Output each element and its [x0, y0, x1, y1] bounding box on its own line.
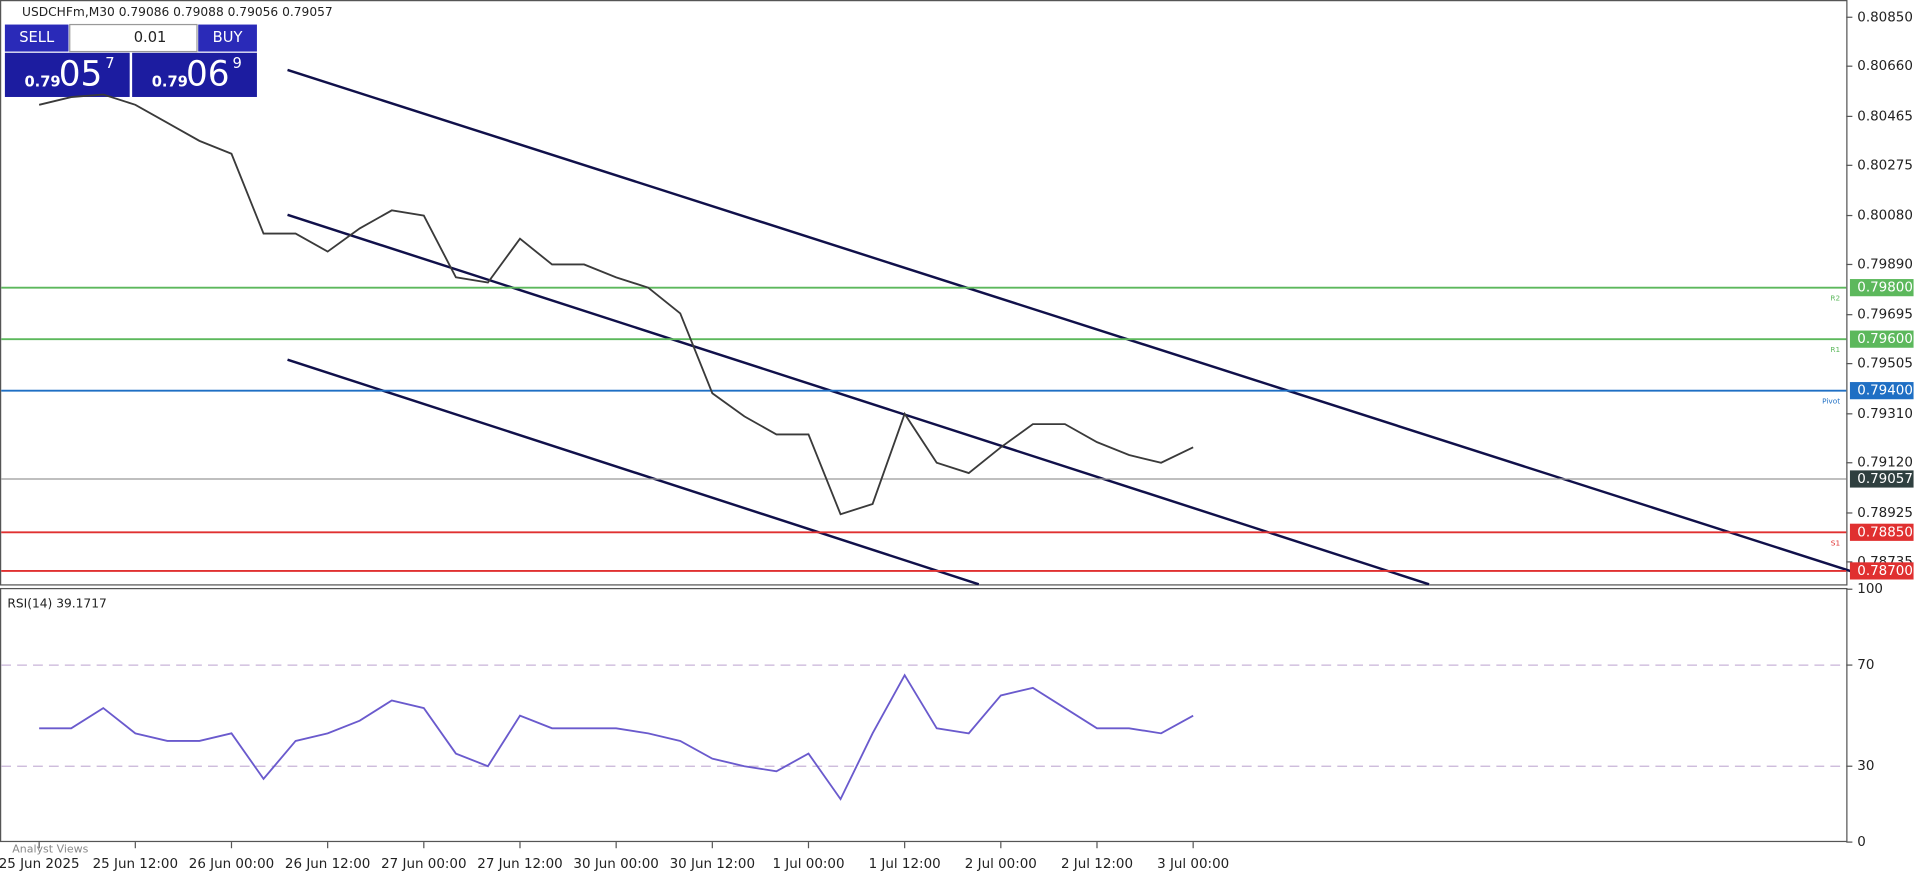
y-tick-label: 0.79505	[1857, 356, 1913, 372]
y-tick-label: 0.79310	[1857, 406, 1913, 422]
x-tick-label: 26 Jun 12:00	[285, 856, 370, 872]
y-tick-label: 0.79695	[1857, 307, 1913, 323]
x-tick-label: 30 Jun 00:00	[573, 856, 658, 872]
buy-price-box[interactable]	[132, 52, 257, 97]
y-tick-label: 0.78925	[1857, 505, 1913, 521]
lot-input[interactable]	[69, 23, 198, 53]
level-tag	[1849, 382, 1914, 400]
level-label: 0.79600	[1857, 331, 1913, 347]
lot-value[interactable]: 0.01	[134, 29, 167, 46]
y-tick-label: 0.79890	[1857, 256, 1913, 272]
level-name: R1	[1830, 345, 1840, 354]
level-tag	[1849, 330, 1914, 348]
x-tick-label: 27 Jun 12:00	[477, 856, 562, 872]
y-tick-label: 0.80660	[1857, 58, 1913, 74]
level-name: Pivot	[1822, 397, 1840, 406]
y-tick-label: 0.79120	[1857, 455, 1913, 471]
x-tick-label: 1 Jul 00:00	[772, 856, 844, 872]
channel-line	[287, 68, 1854, 574]
y-tick-label: 0.80080	[1857, 208, 1913, 224]
sell-price-big: 0.79	[24, 73, 60, 90]
level-tag	[1849, 279, 1914, 297]
x-tick-label: 27 Jun 00:00	[381, 856, 466, 872]
level-tag	[1849, 562, 1914, 580]
level-label: 0.79400	[1857, 383, 1913, 399]
buy-price-big: 0.79	[152, 73, 188, 90]
level-name: S1	[1831, 538, 1840, 547]
y-tick-label: 100	[1857, 581, 1883, 597]
sell-label[interactable]: SELL	[19, 29, 55, 46]
series-line	[39, 673, 1194, 801]
level-name: R2	[1830, 294, 1840, 303]
footer-tab: Analyst Views	[12, 842, 88, 855]
sell-price-sup: 7	[105, 55, 114, 72]
sell-price-mid: 05	[59, 55, 103, 95]
trade-panel: SELL 0.01 BUY 0.79 05 7 0.79 06 9	[4, 23, 257, 97]
level-tag	[1849, 523, 1914, 541]
series-line	[38, 93, 1194, 516]
y-tick-label: 0.80275	[1857, 157, 1913, 173]
x-tick-label: 3 Jul 00:00	[1157, 856, 1229, 872]
x-tick-label: 30 Jun 12:00	[670, 856, 755, 872]
sell-button[interactable]	[4, 24, 69, 52]
buy-label[interactable]: BUY	[213, 29, 243, 46]
x-tick-label: 1 Jul 12:00	[869, 856, 941, 872]
x-tick-label: 25 Jun 12:00	[93, 856, 178, 872]
buy-price-sup: 9	[232, 55, 241, 72]
symbol-info: USDCHFm,M30 0.79086 0.79088 0.79056 0.79…	[22, 5, 333, 19]
y-tick-label: 30	[1857, 758, 1874, 774]
y-tick-label: 0	[1857, 834, 1866, 850]
x-tick-label: 25 Jun 2025	[0, 856, 80, 872]
buy-button[interactable]	[198, 24, 257, 52]
x-tick-label: 2 Jul 12:00	[1061, 856, 1133, 872]
rsi-panel	[0, 587, 1848, 843]
buy-price-mid: 06	[186, 55, 230, 95]
y-tick-label: 0.80465	[1857, 108, 1913, 124]
y-tick-label: 0.80850	[1857, 9, 1913, 25]
price-panel	[0, 0, 1848, 586]
x-tick-label: 26 Jun 00:00	[189, 856, 274, 872]
channel-line	[287, 213, 1430, 586]
level-label: 0.79800	[1857, 280, 1913, 296]
last-price-label: 0.79057	[1857, 471, 1913, 487]
rsi-title: RSI(14) 39.1717	[7, 596, 106, 610]
last-price-tag	[1849, 470, 1914, 488]
sell-price-box[interactable]	[4, 52, 130, 97]
channel-line	[287, 358, 980, 586]
y-tick-label: 70	[1857, 657, 1874, 673]
level-label: 0.78850	[1857, 524, 1913, 540]
x-tick-label: 2 Jul 00:00	[965, 856, 1037, 872]
level-label: 0.78700	[1857, 563, 1913, 579]
